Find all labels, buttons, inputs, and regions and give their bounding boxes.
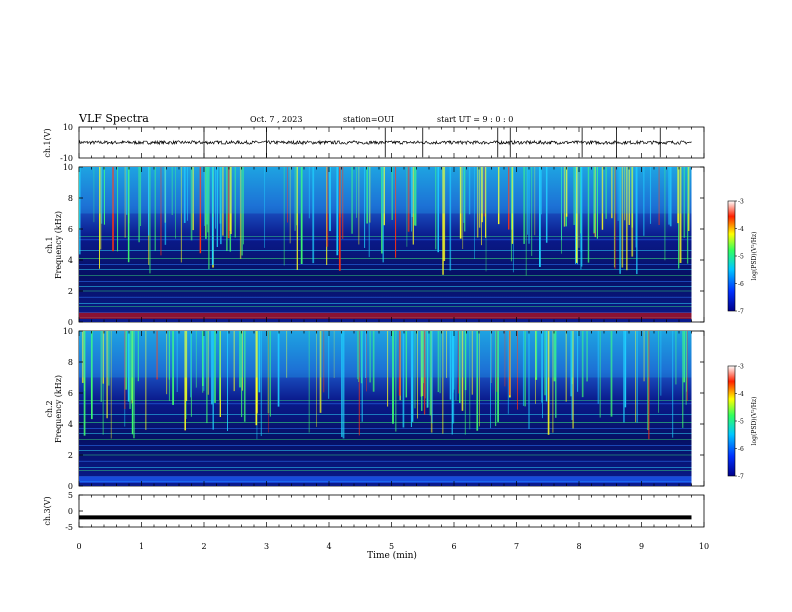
ch2-colorbar: -3 -4 -5 -6 -7 log(PSD)(V²/Hz) (727, 364, 758, 481)
ytick-label: 8 (68, 358, 73, 367)
low-band (79, 476, 692, 483)
xtick-label: 9 (639, 542, 644, 551)
date-label: Oct. 7 , 2023 (250, 115, 302, 124)
ytick-label: 2 (68, 287, 73, 296)
ytick-label: 0 (68, 507, 73, 516)
ytick-label: 10 (63, 163, 73, 172)
colorbar-tick-label: -7 (738, 309, 744, 316)
ch2-spectrogram-yticks: 10 8 6 4 2 0 (63, 327, 704, 491)
ch2-spectrogram-image (79, 331, 692, 486)
ch1-ylabel: ch.1(V) (43, 128, 52, 157)
xtick-label: 3 (264, 542, 269, 551)
start-ut-label: start UT = 9 : 0 : 0 (437, 115, 513, 124)
colorbar-gradient (727, 365, 736, 477)
figure-title: VLF Spectra (78, 112, 149, 125)
ytick-label: -5 (65, 523, 73, 532)
ch1-spectrogram-yticks: 10 8 6 4 2 0 (63, 163, 704, 327)
colorbar-tick-label: -5 (738, 419, 744, 426)
ytick-label: 6 (68, 389, 73, 398)
ch1-waveform-panel: 10 -10 ch.1(V) (43, 123, 705, 163)
colorbar-gradient (727, 200, 736, 312)
high-freq-haze (79, 167, 692, 214)
ytick-label: 0 (68, 482, 73, 491)
colorbar-tick-label: -4 (738, 391, 744, 398)
ch1-spectrogram-panel: 10 8 6 4 2 0 ch.1 Frequency (kHz) (45, 163, 705, 327)
ytick-label: 10 (63, 327, 73, 336)
colorbar-tick-label: -6 (738, 281, 744, 288)
xtick-label: 0 (76, 542, 81, 551)
high-freq-haze (79, 331, 692, 378)
xtick-label: 7 (514, 542, 519, 551)
xtick-label: 1 (139, 542, 144, 551)
ytick-label: 6 (68, 225, 73, 234)
ch1-colorbar: -3 -4 -5 -6 -7 log(PSD)(V²/Hz) (727, 199, 758, 316)
x-axis: 0 1 2 3 4 5 6 7 8 9 10 (76, 127, 709, 551)
ch1-spectrogram-ylabel-channel: ch.1 (45, 236, 54, 253)
ytick-label: 8 (68, 194, 73, 203)
ch1-ytick-bottom: -10 (60, 154, 73, 163)
ytick-label: 2 (68, 451, 73, 460)
ch1-spectrogram-ylabel-freq: Frequency (kHz) (54, 211, 63, 279)
xtick-label: 6 (451, 542, 456, 551)
colorbar-tick-label: -3 (738, 199, 744, 206)
ytick-label: 0 (68, 318, 73, 327)
ch3-waveform-panel: 5 0 -5 ch.3(V) (43, 491, 705, 532)
ytick-label: 4 (68, 420, 73, 429)
ch1-spectrogram-image (78, 167, 692, 322)
ytick-label: 4 (68, 256, 73, 265)
ch3-ylabel: ch.3(V) (43, 496, 52, 525)
colorbar-tick-label: -7 (738, 474, 744, 481)
xtick-label: 8 (576, 542, 581, 551)
colorbar-tick-label: -5 (738, 254, 744, 261)
xtick-label: 5 (389, 542, 394, 551)
x-axis-label: Time (min) (367, 550, 417, 561)
ch2-spectrogram-ylabel-freq: Frequency (kHz) (54, 375, 63, 443)
colorbar-tick-label: -3 (738, 364, 744, 371)
ch3-yticks: 5 0 -5 (65, 491, 83, 532)
spectrogram-background (79, 331, 692, 486)
xtick-label: 10 (699, 542, 709, 551)
ch2-spectrogram-panel: 10 8 6 4 2 0 ch.2 Frequency (kHz) (45, 327, 705, 491)
xtick-label: 2 (201, 542, 206, 551)
colorbar-label: log(PSD)(V²/Hz) (751, 232, 758, 281)
low-band (79, 312, 692, 319)
colorbar-label: log(PSD)(V²/Hz) (751, 397, 758, 446)
colorbar-tick-label: -4 (738, 226, 744, 233)
colorbar-tick-label: -6 (738, 446, 744, 453)
xtick-label: 4 (326, 542, 331, 551)
ch1-ytick-top: 10 (63, 123, 73, 132)
ch2-spectrogram-ylabel-channel: ch.2 (45, 400, 54, 417)
station-label: station=OUI (343, 115, 394, 124)
ch1-trace (78, 127, 692, 158)
ytick-label: 5 (68, 491, 73, 500)
